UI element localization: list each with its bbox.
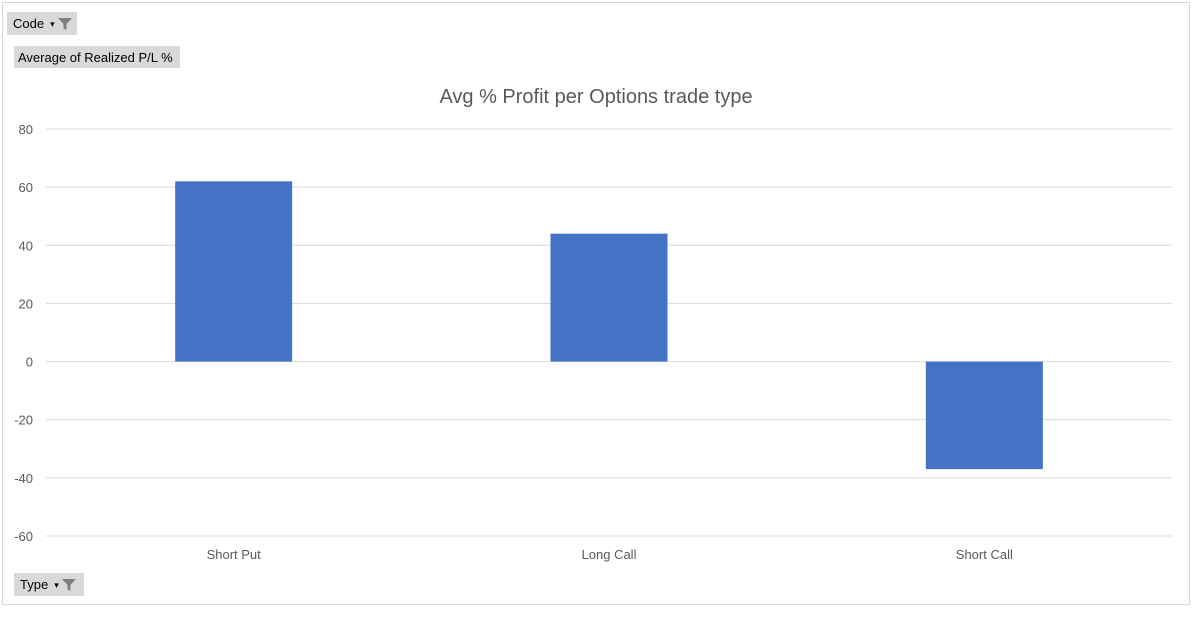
y-tick-label: 20 bbox=[19, 296, 33, 311]
values-field-button[interactable]: Average of Realized P/L % bbox=[14, 46, 180, 68]
y-tick-label: 0 bbox=[26, 355, 33, 370]
y-tick-label: -20 bbox=[14, 413, 33, 428]
chart-title: Avg % Profit per Options trade type bbox=[439, 86, 752, 108]
values-field-label: Average of Realized P/L % bbox=[18, 49, 173, 65]
y-tick-label: 60 bbox=[19, 180, 33, 195]
filter-funnel-icon bbox=[57, 17, 72, 31]
y-tick-label: 40 bbox=[19, 238, 33, 253]
filter-funnel-icon bbox=[61, 578, 76, 592]
bar bbox=[550, 233, 668, 362]
code-filter-button[interactable]: Code ▾ bbox=[7, 12, 77, 35]
y-tick-label: -60 bbox=[14, 529, 33, 544]
y-tick-label: 80 bbox=[19, 122, 33, 137]
x-tick-label: Long Call bbox=[582, 547, 637, 562]
bar bbox=[175, 181, 293, 362]
x-tick-label: Short Put bbox=[207, 547, 262, 562]
dropdown-indicator: ▾ bbox=[54, 580, 59, 590]
x-tick-label: Short Call bbox=[956, 547, 1013, 562]
type-filter-button[interactable]: Type ▾ bbox=[14, 573, 84, 596]
y-tick-label: -40 bbox=[14, 471, 33, 486]
bar bbox=[925, 361, 1043, 470]
dropdown-indicator: ▾ bbox=[50, 19, 55, 29]
code-filter-label: Code bbox=[13, 16, 45, 31]
type-filter-label: Type bbox=[20, 577, 49, 592]
